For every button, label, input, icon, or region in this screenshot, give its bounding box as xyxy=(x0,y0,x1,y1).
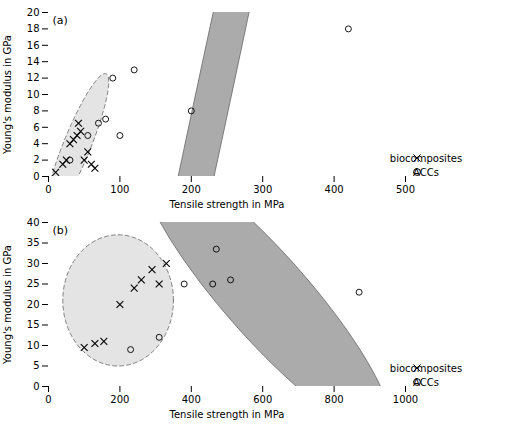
svg-text:8: 8 xyxy=(33,105,39,116)
svg-text:(a): (a) xyxy=(53,14,68,27)
svg-text:0: 0 xyxy=(33,171,39,182)
svg-text:18: 18 xyxy=(27,23,40,34)
svg-text:200: 200 xyxy=(110,394,129,405)
svg-text:10: 10 xyxy=(27,340,40,351)
svg-text:6: 6 xyxy=(33,122,39,133)
svg-text:500: 500 xyxy=(396,184,415,195)
svg-text:600: 600 xyxy=(253,394,272,405)
svg-text:25: 25 xyxy=(27,278,40,289)
svg-text:Tensile strength in MPa: Tensile strength in MPa xyxy=(169,199,285,210)
svg-text:14: 14 xyxy=(27,56,40,67)
svg-text:ACCs: ACCs xyxy=(413,167,439,178)
svg-text:20: 20 xyxy=(27,7,40,18)
svg-text:0: 0 xyxy=(45,394,51,405)
svg-text:biocomposites: biocomposites xyxy=(390,363,462,374)
svg-text:15: 15 xyxy=(27,319,40,330)
svg-text:400: 400 xyxy=(325,184,344,195)
svg-text:400: 400 xyxy=(182,394,201,405)
svg-text:0: 0 xyxy=(33,381,39,392)
svg-text:Tensile strength in MPa: Tensile strength in MPa xyxy=(169,409,285,420)
svg-text:biocomposites: biocomposites xyxy=(390,153,462,164)
svg-text:200: 200 xyxy=(182,184,201,195)
svg-text:30: 30 xyxy=(27,258,40,269)
svg-text:Young's modulus in GPa: Young's modulus in GPa xyxy=(2,35,13,155)
svg-text:ACCs: ACCs xyxy=(413,377,439,388)
svg-text:800: 800 xyxy=(325,394,344,405)
svg-text:4: 4 xyxy=(33,138,39,149)
svg-text:20: 20 xyxy=(27,299,40,310)
svg-text:5: 5 xyxy=(33,360,39,371)
svg-text:40: 40 xyxy=(27,217,40,228)
svg-text:0: 0 xyxy=(45,184,51,195)
svg-text:300: 300 xyxy=(253,184,272,195)
svg-text:2: 2 xyxy=(33,154,39,165)
svg-text:35: 35 xyxy=(27,237,40,248)
svg-text:100: 100 xyxy=(110,184,129,195)
svg-text:16: 16 xyxy=(27,40,40,51)
svg-text:(b): (b) xyxy=(53,224,69,237)
svg-text:1000: 1000 xyxy=(393,394,418,405)
svg-text:Young's modulus in GPa: Young's modulus in GPa xyxy=(2,245,13,365)
svg-text:12: 12 xyxy=(27,72,40,83)
svg-text:10: 10 xyxy=(27,89,40,100)
